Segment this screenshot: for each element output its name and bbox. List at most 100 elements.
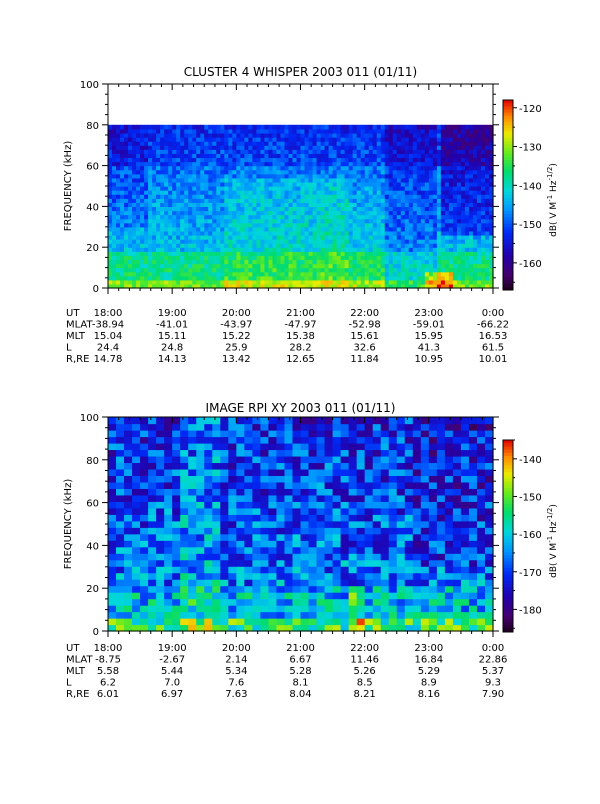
spectrogram-cell xyxy=(365,527,374,534)
spectrogram-cell xyxy=(168,170,173,175)
spectrogram-cell xyxy=(445,247,450,252)
spectrogram-cell xyxy=(405,210,410,215)
spectrogram-cell xyxy=(276,521,285,528)
spectrogram-cell xyxy=(337,231,342,236)
spectrogram-cell xyxy=(389,162,394,167)
spectrogram-cell xyxy=(413,182,418,187)
spectrogram-cell xyxy=(413,553,422,560)
spectrogram-cell xyxy=(288,231,293,236)
spectrogram-cell xyxy=(429,145,434,150)
spectrogram-cell xyxy=(128,141,133,146)
spectrogram-cell xyxy=(204,206,209,211)
spectrogram-cell xyxy=(108,223,113,228)
spectrogram-cell xyxy=(353,186,358,191)
spectrogram-cell xyxy=(457,141,462,146)
spectrogram-cell xyxy=(477,198,482,203)
spectrogram-cell xyxy=(204,227,209,232)
spectrogram-cell xyxy=(156,141,161,146)
spectrogram-cell xyxy=(473,243,478,248)
spectrogram-cell xyxy=(164,215,169,220)
spectrogram-cell xyxy=(453,145,458,150)
spectrogram-cell xyxy=(337,223,342,228)
spectrogram-cell xyxy=(172,566,181,573)
spectrogram-cell xyxy=(485,198,490,203)
spectrogram-cell xyxy=(200,251,205,256)
spectrogram-cell xyxy=(353,210,358,215)
spectrogram-cell xyxy=(309,182,314,187)
spectrogram-cell xyxy=(212,243,217,248)
spectrogram-cell xyxy=(301,157,306,162)
spectrogram-cell xyxy=(417,202,422,207)
spectrogram-cell xyxy=(325,215,330,220)
spectrogram-cell xyxy=(240,149,245,154)
spectrogram-cell xyxy=(385,190,390,195)
spectrogram-cell xyxy=(361,137,366,142)
spectrogram-cell xyxy=(196,553,205,560)
spectrogram-cell xyxy=(449,178,454,183)
time-tick-label: 21:00 xyxy=(286,308,315,319)
spectrogram-cell xyxy=(244,251,249,256)
spectrogram-cell xyxy=(284,145,289,150)
spectrogram-cell xyxy=(192,251,197,256)
spectrogram-cell xyxy=(136,219,141,224)
spectrogram-cell xyxy=(389,178,394,183)
spectrogram-cell xyxy=(349,605,358,612)
spectrogram-cell xyxy=(264,247,269,252)
spectrogram-cell xyxy=(152,190,157,195)
spectrogram-cell xyxy=(240,170,245,175)
spectrogram-cell xyxy=(208,280,213,285)
spectrogram-cell xyxy=(132,618,141,625)
spectrogram-cell xyxy=(345,272,350,277)
spectrogram-cell xyxy=(256,137,261,142)
spectrogram-cell xyxy=(140,560,149,567)
spectrogram-cell xyxy=(252,178,257,183)
spectrogram-cell xyxy=(264,272,269,277)
spectrogram-cell xyxy=(196,125,201,130)
spectrogram-cell xyxy=(140,243,145,248)
spectrogram-cell xyxy=(208,235,213,240)
spectrogram-cell xyxy=(485,186,490,191)
spectrogram-cell xyxy=(244,560,253,567)
spectrogram-cell xyxy=(373,605,382,612)
spectrogram-cell xyxy=(409,235,414,240)
spectrogram-cell xyxy=(144,219,149,224)
spectrogram-cell xyxy=(164,586,173,593)
spectrogram-cell xyxy=(429,190,434,195)
spectrogram-cell xyxy=(164,566,173,573)
spectrogram-cell xyxy=(268,239,273,244)
spectrogram-cell xyxy=(116,174,121,179)
spectrogram-cell xyxy=(260,153,265,158)
spectrogram-cell xyxy=(180,521,189,528)
spectrogram-cell xyxy=(200,190,205,195)
spectrogram-cell xyxy=(341,540,350,547)
spectrogram-cell xyxy=(272,251,277,256)
spectrogram-cell xyxy=(276,243,281,248)
spectrogram-cell xyxy=(232,268,237,273)
spectrogram-cell xyxy=(389,182,394,187)
spectrogram-cell xyxy=(409,243,414,248)
spectrogram-cell xyxy=(124,243,129,248)
spectrogram-cell xyxy=(232,215,237,220)
spectrogram-cell xyxy=(176,145,181,150)
spectrogram-cell xyxy=(397,186,402,191)
spectrogram-cell xyxy=(325,145,330,150)
spectrogram-cell xyxy=(152,259,157,264)
spectrogram-cell xyxy=(381,219,386,224)
spectrogram-cell xyxy=(433,190,438,195)
spectrogram-cell xyxy=(353,153,358,158)
spectrogram-cell xyxy=(321,227,326,232)
spectrogram-cell xyxy=(184,272,189,277)
spectrogram-cell xyxy=(437,605,446,612)
spectrogram-cell xyxy=(196,129,201,134)
spectrogram-cell xyxy=(305,235,310,240)
spectrogram-cell xyxy=(112,178,117,183)
spectrogram-cell xyxy=(473,174,478,179)
spectrogram-cell xyxy=(152,178,157,183)
spectrogram-cell xyxy=(148,182,153,187)
spectrogram-cell xyxy=(437,243,442,248)
spectrogram-cell xyxy=(349,268,354,273)
spectrogram-cell xyxy=(469,178,474,183)
spectrogram-cell xyxy=(385,239,390,244)
spectrogram-cell xyxy=(321,259,326,264)
spectrogram-cell xyxy=(305,194,310,199)
